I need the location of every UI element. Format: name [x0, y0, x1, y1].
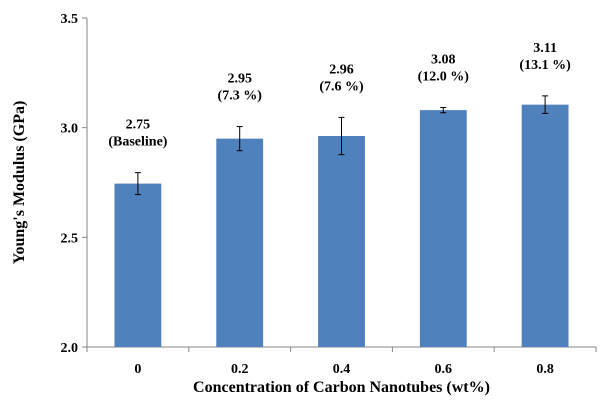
- bars-group: [114, 95, 569, 348]
- data-label-value: 2.96: [329, 62, 354, 77]
- bar: [521, 104, 569, 348]
- data-label-value: 3.08: [431, 52, 456, 67]
- data-label-note: (7.3 %): [218, 89, 263, 104]
- data-label-note: (Baseline): [108, 135, 167, 150]
- x-axis-title: Concentration of Carbon Nanotubes (wt%): [193, 379, 490, 396]
- data-label-value: 3.11: [533, 41, 557, 56]
- data-label-value: 2.75: [126, 118, 151, 133]
- data-labels-group: 2.75 (Baseline) 2.95 (7.3 %) 2.96 (7.6 %) 3.08…: [108, 41, 571, 150]
- data-label-value: 2.95: [227, 72, 252, 87]
- y-tick-label: 3.5: [61, 12, 79, 27]
- bar: [114, 183, 162, 347]
- x-tick-label: 0.2: [231, 362, 249, 377]
- chart-axes: 2.0 2.5 3.0 3.5 0 0.2 0.4 0.6 0.8: [61, 12, 597, 377]
- y-tick-label: 3.0: [61, 122, 79, 137]
- x-tick-label: 0.4: [333, 362, 351, 377]
- bar: [318, 136, 365, 347]
- data-label-note: (7.6 %): [319, 79, 364, 94]
- x-tick-label: 0: [134, 362, 141, 377]
- y-tick-label: 2.0: [61, 341, 79, 356]
- x-tick-label: 0.8: [536, 362, 554, 377]
- y-axis-title: Young's Modulus (GPa): [11, 101, 28, 265]
- bar: [419, 110, 467, 348]
- data-label-note: (12.0 %): [418, 69, 470, 84]
- bar: [216, 138, 264, 347]
- y-tick-label: 2.5: [61, 231, 79, 246]
- data-label-note: (13.1 %): [519, 58, 571, 73]
- x-tick-label: 0.6: [435, 362, 453, 377]
